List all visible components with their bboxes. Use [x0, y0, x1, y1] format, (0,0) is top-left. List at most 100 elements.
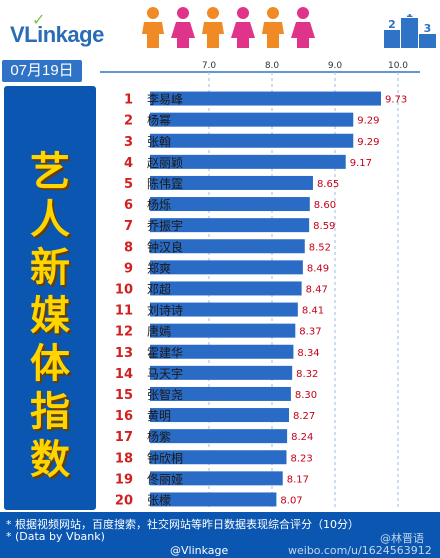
bar	[150, 386, 291, 401]
person-female-icon	[231, 7, 255, 48]
category-label: 张智尧	[147, 387, 183, 402]
rank-label: 15	[115, 388, 133, 403]
value-label: 8.07	[280, 495, 302, 506]
bar	[150, 197, 310, 212]
rank-label: 6	[124, 198, 133, 213]
category-label: 郑爽	[147, 260, 171, 275]
bar	[150, 344, 294, 359]
bar	[150, 450, 287, 465]
value-label: 8.60	[314, 200, 336, 211]
category-label: 张翰	[147, 134, 171, 149]
value-label: 8.27	[293, 411, 315, 422]
title-char: 媒	[30, 292, 70, 339]
bar	[150, 154, 346, 169]
title-char: 新	[30, 244, 70, 291]
category-label: 杨烁	[147, 197, 171, 212]
bar	[150, 91, 381, 106]
rank-label: 1	[124, 93, 133, 108]
title-char: 艺	[30, 148, 70, 195]
value-label: 8.49	[307, 263, 329, 274]
x-tick-label: 9.0	[328, 61, 343, 71]
category-label: 刘诗诗	[147, 304, 183, 318]
rank-label: 11	[115, 304, 133, 319]
bar-chart: 7.0 8.0 9.0 10.0 1 李易峰 9.73 2 杨幂 9.29 3 张翰 9.29 4 赵丽颖 9…	[100, 61, 420, 510]
category-label: 张檬	[147, 493, 171, 507]
bar	[150, 429, 288, 444]
svg-text:3: 3	[424, 22, 432, 35]
value-label: 9.17	[350, 158, 372, 169]
svg-text:1: 1	[406, 14, 414, 20]
watermark-url: weibo.com/u/1624563912	[288, 544, 432, 557]
rank-label: 3	[124, 135, 133, 150]
category-label: 钟欣桐	[147, 450, 183, 465]
rank-label: 5	[124, 177, 133, 192]
value-label: 8.41	[302, 306, 324, 317]
category-label: 杨幂	[147, 113, 171, 128]
rank-label: 16	[115, 409, 133, 424]
category-label: 邓超	[147, 281, 171, 296]
value-label: 8.47	[306, 284, 328, 295]
value-label: 8.24	[291, 432, 313, 443]
value-label: 8.30	[295, 390, 317, 401]
category-label: 赵丽颖	[147, 156, 183, 170]
svg-text:2: 2	[388, 18, 396, 31]
bar	[150, 365, 293, 380]
bar	[150, 260, 303, 275]
person-male-icon	[262, 7, 284, 48]
bar	[150, 175, 313, 190]
footer-note: * 根据视频网站，百度搜索，社交网站等昨日数据表现综合评分（10分）	[6, 518, 359, 531]
value-label: 8.52	[309, 242, 331, 253]
rank-label: 20	[115, 493, 133, 508]
rank-label: 13	[115, 346, 133, 361]
bar	[150, 302, 298, 317]
rank-label: 19	[115, 472, 133, 487]
date-badge: 07月19日	[2, 60, 82, 82]
rank-label: 2	[124, 114, 133, 129]
title-char: 体	[30, 340, 70, 387]
x-tick-label: 10.0	[388, 61, 408, 71]
value-label: 8.23	[290, 453, 312, 464]
person-female-icon	[291, 7, 315, 48]
rank-label: 4	[124, 156, 133, 171]
bar	[150, 112, 354, 127]
chart-title: 艺 人 新 媒 体 指 数	[28, 148, 72, 484]
x-tick-label: 8.0	[265, 61, 280, 71]
watermark-author: @林晋语	[380, 532, 424, 545]
podium-icon: 2 1 3	[384, 14, 436, 48]
person-male-icon	[142, 7, 164, 48]
rank-label: 18	[115, 451, 133, 466]
side-banner	[4, 86, 96, 510]
footer-bar	[0, 512, 440, 558]
category-label: 霍建华	[147, 346, 183, 360]
logo-text: VLinkage	[10, 22, 104, 47]
bar	[150, 133, 354, 148]
value-label: 8.32	[296, 369, 318, 380]
category-label: 佟丽娅	[147, 471, 183, 486]
bar	[150, 492, 277, 507]
x-tick-label: 7.0	[202, 61, 217, 71]
rank-label: 17	[115, 430, 133, 445]
value-label: 9.73	[385, 95, 407, 106]
rank-label: 10	[115, 282, 133, 297]
bar	[150, 239, 305, 254]
rank-label: 8	[124, 240, 133, 255]
rank-label: 14	[115, 367, 133, 382]
title-char: 数	[30, 436, 70, 483]
value-label: 9.29	[357, 116, 379, 127]
rank-label: 9	[124, 261, 133, 276]
category-label: 李易峰	[147, 92, 183, 107]
rank-label: 12	[115, 325, 133, 340]
title-char: 指	[30, 388, 70, 435]
category-label: 黄明	[147, 409, 171, 423]
bar	[150, 281, 302, 296]
bar	[150, 218, 310, 233]
person-female-icon	[171, 7, 195, 48]
category-label: 马天宇	[147, 367, 183, 381]
footer-source: * (Data by Vbank)	[6, 530, 105, 543]
bar	[150, 471, 283, 486]
logo-check-icon: ✓	[32, 10, 46, 29]
value-label: 9.29	[357, 137, 379, 148]
category-label: 陈伟霆	[147, 176, 183, 191]
footer-handle: @Vlinkage	[170, 544, 229, 557]
category-label: 乔振宇	[147, 219, 183, 233]
